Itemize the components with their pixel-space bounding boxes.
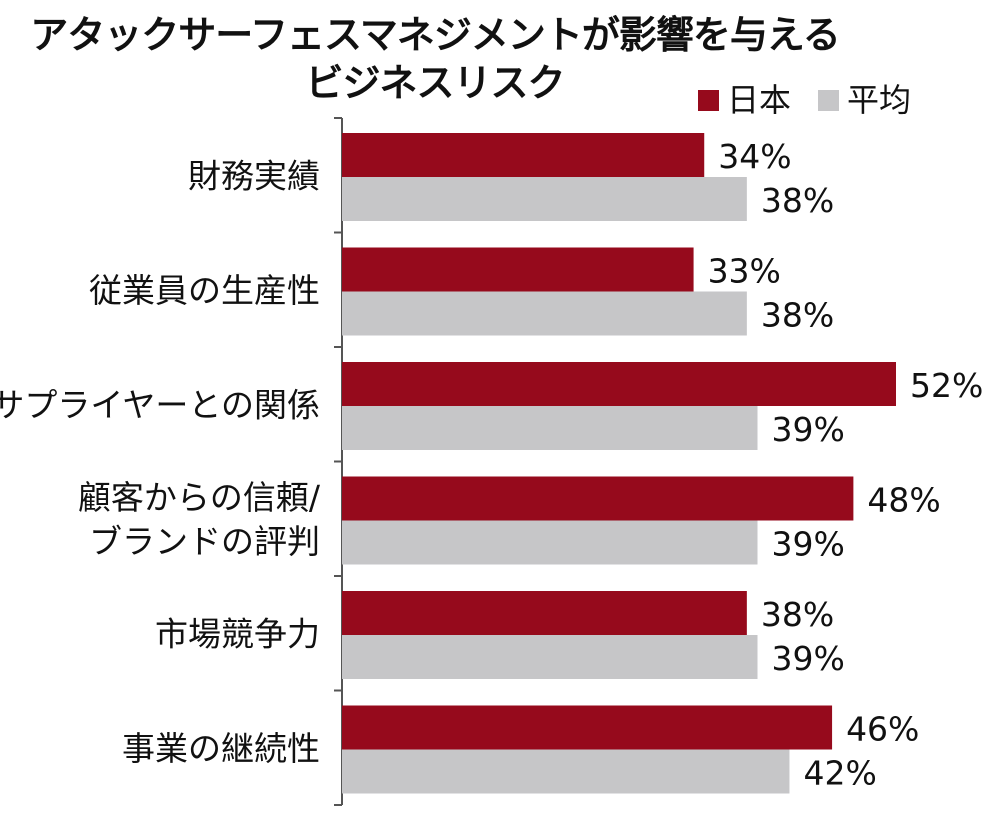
bar-average [342,635,758,679]
category-label: 財務実績 [188,156,320,195]
data-label-average: 39% [772,639,845,678]
bar-japan [342,248,694,292]
data-label-average: 39% [772,525,845,564]
bar-average [342,292,747,336]
legend-swatch-japan [698,90,719,111]
bar-japan [342,362,896,406]
bar-japan [342,591,747,635]
data-label-japan: 38% [761,595,834,634]
legend-label-average: 平均 [847,81,911,119]
bar-average [342,177,747,221]
bar-average [342,406,758,450]
data-label-japan: 33% [708,252,781,291]
bar-average [342,750,789,794]
category-label: 市場競争力 [155,614,320,653]
category-label: ブランドの評判 [89,522,320,561]
data-label-average: 42% [803,754,876,793]
data-label-average: 38% [761,296,834,335]
legend-swatch-average [818,90,839,111]
category-label: 事業の継続性 [122,729,320,768]
bar-japan [342,133,704,177]
bar-average [342,521,758,565]
data-label-average: 39% [772,410,845,449]
data-label-japan: 52% [910,366,983,405]
category-label: 従業員の生産性 [89,271,320,310]
data-label-japan: 46% [846,710,919,749]
legend-label-japan: 日本 [727,81,791,119]
category-label: 顧客からの信頼/ [78,478,321,517]
data-label-japan: 48% [867,481,940,520]
data-label-average: 38% [761,181,834,220]
category-label: サプライヤーとの関係 [0,385,320,424]
bar-japan [342,706,832,750]
bar-japan [342,477,853,521]
data-label-japan: 34% [718,137,791,176]
